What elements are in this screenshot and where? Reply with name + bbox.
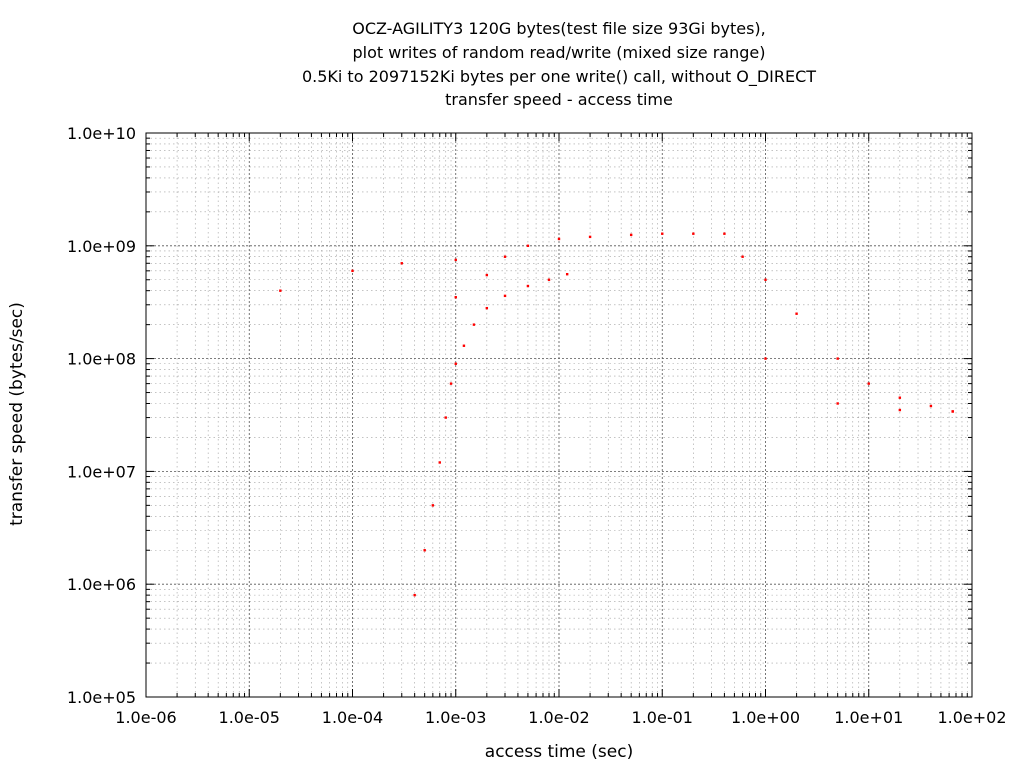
y-tick-label: 1.0e+07 (67, 462, 136, 481)
data-point (741, 255, 744, 258)
data-points (279, 232, 954, 597)
data-point (898, 408, 902, 412)
data-point (423, 549, 426, 552)
data-point (454, 258, 457, 262)
x-tick-label: 1.0e+01 (834, 708, 903, 727)
chart-title-line-3: 0.5Ki to 2097152Ki bytes per one write()… (302, 67, 816, 87)
data-point (692, 232, 695, 235)
y-tick-label: 1.0e+06 (67, 575, 136, 594)
data-point (431, 504, 435, 507)
data-point (723, 232, 726, 235)
data-point (557, 237, 561, 241)
x-tick-label: 1.0e-03 (425, 708, 486, 727)
y-tick-label: 1.0e+09 (67, 237, 136, 256)
tick-labels: 1.0e-06 1.0e-05 1.0e-04 1.0e-03 1.0e-02 1.0e-… (67, 124, 1007, 727)
data-point (929, 404, 933, 408)
data-point (462, 344, 466, 347)
data-point (485, 306, 489, 310)
data-point (438, 461, 441, 464)
data-point (951, 410, 954, 413)
x-tick-label: 1.0e-01 (632, 708, 693, 727)
data-point (351, 269, 354, 273)
data-point (413, 593, 416, 597)
x-tick-label: 1.0e-05 (219, 708, 280, 727)
data-point (588, 235, 592, 239)
data-point (449, 382, 453, 385)
x-tick-label: 1.0e+02 (937, 708, 1006, 727)
data-point (472, 323, 476, 326)
data-point (454, 296, 457, 299)
x-tick-label: 1.0e-02 (528, 708, 589, 727)
data-point (454, 362, 457, 365)
data-point (867, 382, 870, 385)
axis-ticks (145, 132, 973, 698)
data-point (565, 273, 569, 276)
data-point (279, 289, 282, 292)
data-point (836, 357, 839, 360)
chart-title-line-4: transfer speed - access time (445, 90, 673, 109)
data-point (485, 273, 489, 277)
x-tick-label: 1.0e+00 (731, 708, 800, 727)
data-point (503, 255, 507, 258)
x-axis-label: access time (sec) (485, 742, 633, 762)
chart-title-line-1: OCZ-AGILITY3 120G bytes(test file size 9… (352, 19, 766, 38)
y-tick-label: 1.0e+08 (67, 350, 136, 369)
y-axis-label: transfer speed (bytes/sec) (7, 302, 27, 526)
major-grid (145, 132, 973, 698)
data-point (400, 262, 403, 265)
x-tick-label: 1.0e-04 (322, 708, 383, 727)
data-point (661, 232, 664, 235)
data-point (629, 233, 633, 237)
chart-title-line-2: plot writes of random read/write (mixed … (353, 43, 766, 62)
data-point (836, 402, 839, 405)
x-tick-label: 1.0e-06 (115, 708, 176, 727)
data-point (503, 294, 507, 298)
data-point (795, 312, 798, 315)
data-point (764, 357, 767, 360)
data-point (526, 284, 530, 288)
data-point (444, 416, 447, 419)
y-tick-label: 1.0e+05 (67, 688, 136, 707)
y-tick-label: 1.0e+10 (67, 124, 136, 143)
data-point (764, 278, 767, 281)
data-point (898, 396, 902, 399)
data-point (547, 278, 551, 281)
data-point (526, 244, 530, 247)
